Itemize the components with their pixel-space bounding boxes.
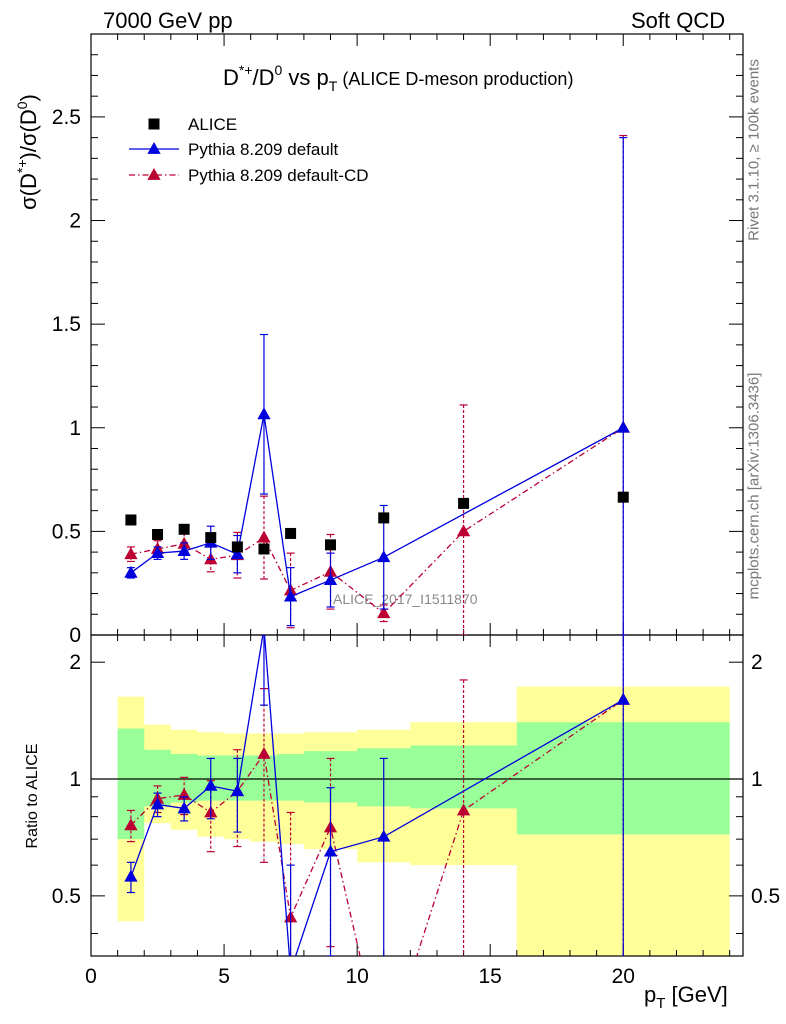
ylabel-part: )/σ(D — [16, 109, 41, 159]
x-axis-label-unit: [GeV] — [665, 982, 727, 1007]
title-part: /D — [253, 65, 275, 90]
ylabel-part: σ(D — [16, 173, 41, 210]
top-series-group — [124, 134, 630, 635]
y-tick-label-top: 1 — [69, 417, 81, 440]
pythia-cd-point — [257, 530, 271, 543]
x-tick-label: 10 — [345, 965, 368, 988]
title-part: D — [223, 65, 239, 90]
ratio-series-group — [124, 621, 630, 976]
alice-data-point — [152, 528, 164, 540]
alice-data-point — [378, 512, 390, 524]
y-tick-label-bottom-right: 2 — [751, 651, 763, 674]
pythia-cd-line — [130, 427, 624, 615]
ratio-band-group — [117, 686, 730, 956]
title-sup: 0 — [275, 62, 283, 78]
alice-data-point — [205, 532, 217, 544]
pythia-default-ratio-line — [130, 635, 624, 956]
legend: ALICE Pythia 8.209 default Pythia 8.209 de… — [129, 115, 369, 185]
title-part: vs p — [282, 65, 328, 90]
legend-marker-alice — [148, 118, 160, 130]
header-left-label: 7000 GeV pp — [103, 8, 233, 33]
x-tick-label: 20 — [612, 965, 635, 988]
y-axis-label-top: σ(D*+)/σ(D0) — [14, 94, 41, 210]
legend-label: Pythia 8.209 default-CD — [188, 166, 369, 185]
x-tick-label: 5 — [218, 965, 230, 988]
pythia-default-ratio-point — [230, 784, 245, 797]
title-sup: *+ — [239, 62, 253, 78]
ylabel-sup: *+ — [14, 159, 30, 173]
header-right-label: Soft QCD — [631, 8, 726, 33]
pythia-default-point — [150, 546, 165, 559]
rivet-version-label: Rivet 3.1.10, ≥ 100k events — [745, 59, 763, 241]
pythia-cd-ratio-point — [257, 747, 271, 759]
x-tick-label: 15 — [479, 965, 502, 988]
pythia-cd-point — [377, 606, 391, 619]
pythia-default-point — [377, 550, 391, 563]
plot-title: D*+/D0 vs pT (ALICE D-meson production) — [223, 62, 573, 94]
y-tick-label-top: 0.5 — [52, 520, 81, 543]
y-tick-label-top: 2 — [69, 210, 81, 233]
y-tick-label-top: 1.5 — [52, 313, 81, 336]
alice-data-point — [617, 491, 629, 503]
alice-data-point — [458, 497, 470, 509]
pythia-cd-point — [456, 524, 471, 537]
y-tick-label-bottom: 1 — [69, 768, 81, 791]
y-tick-label-top: 0 — [69, 624, 81, 647]
pythia-default-ratio-point — [124, 869, 138, 882]
alice-data-point — [125, 514, 137, 526]
pythia-default-ratio-point — [284, 964, 297, 976]
pythia-default-point — [283, 589, 298, 602]
y-tick-label-top: 2.5 — [52, 106, 81, 129]
y-tick-label-bottom: 0.5 — [52, 885, 81, 908]
legend-label: ALICE — [188, 115, 237, 134]
pythia-cd-ratio-point — [456, 803, 471, 816]
alice-data-point — [178, 523, 190, 535]
legend-label: Pythia 8.209 default — [188, 140, 339, 159]
pythia-default-point — [124, 565, 138, 578]
y-tick-label-bottom-right: 1 — [751, 768, 763, 791]
alice-data-point — [258, 543, 270, 555]
pythia-default-point — [323, 573, 338, 585]
alice-data-point — [285, 527, 297, 539]
ylabel-sup: 0 — [14, 101, 30, 109]
ylabel-part: ) — [16, 94, 41, 101]
pythia-default-ratio-point — [204, 778, 218, 791]
x-axis-label: pT [GeV] — [644, 982, 728, 1012]
pythia-default-ratio-point — [616, 692, 630, 705]
pythia-default-point — [257, 407, 271, 420]
pythia-default-point — [230, 547, 245, 560]
pythia-default-ratio-point — [257, 621, 270, 633]
pythia-default-ratio-point — [377, 829, 391, 842]
title-subtitle: (ALICE D-meson production) — [337, 69, 573, 89]
analysis-watermark: ALICE_2017_I1511870 — [333, 591, 478, 607]
alice-data-point — [231, 541, 243, 553]
legend-marker-triangle — [147, 168, 161, 180]
y-axis-label-bottom: Ratio to ALICE — [24, 744, 41, 849]
x-axis-label-subscript: T — [656, 995, 665, 1012]
pythia-default-point — [177, 544, 191, 556]
legend-marker-triangle — [147, 142, 161, 154]
pythia-default-ratio-point — [323, 844, 338, 857]
x-tick-label: 0 — [85, 965, 97, 988]
pythia-default-ratio-point — [150, 797, 165, 810]
pythia-default-line — [130, 414, 624, 598]
pythia-default-ratio-point — [177, 801, 191, 814]
mcplots-label: mcplots.cern.ch [arXiv:1306.3436] — [745, 372, 763, 600]
axis-ticks — [90, 34, 743, 956]
y-tick-label-bottom-right: 0.5 — [751, 885, 780, 908]
y-tick-label-bottom: 2 — [69, 651, 81, 674]
alice-data-point — [325, 539, 337, 551]
pythia-cd-point — [124, 547, 138, 560]
pythia-cd-ratio-point — [124, 818, 138, 831]
ratio-band-stat — [117, 722, 730, 840]
title-sub: T — [329, 78, 338, 94]
pythia-default-point — [616, 420, 630, 433]
